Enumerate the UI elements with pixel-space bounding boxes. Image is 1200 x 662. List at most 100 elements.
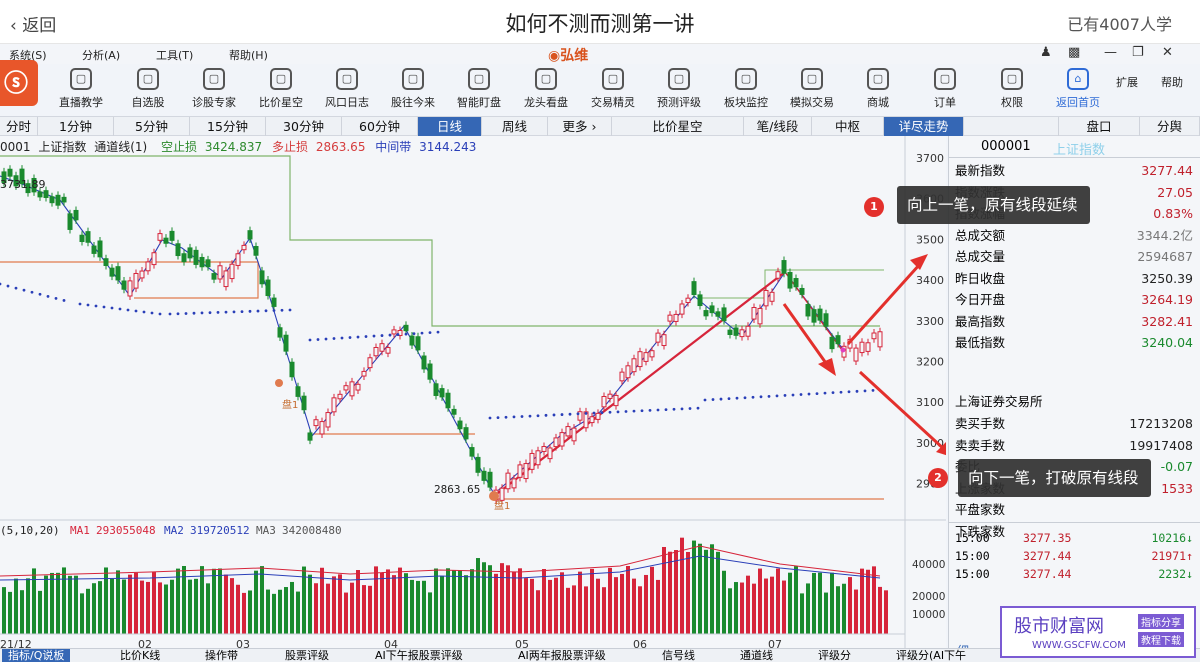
close-icon[interactable]: ✕ <box>1162 45 1173 60</box>
bottom-tab-1[interactable]: 比价K线 <box>120 649 161 662</box>
date-tick-5: 06 <box>633 638 647 651</box>
candle-body <box>667 314 673 322</box>
toolbar-label-5: 股往今来 <box>391 96 435 109</box>
candle-body <box>703 310 709 317</box>
candle-body <box>163 237 169 244</box>
bottom-tab-0[interactable]: 指标/Q说板 <box>2 649 71 662</box>
toolbar-label-3: 比价星空 <box>259 96 303 109</box>
toolbar-item-6[interactable]: ▢ 智能盯盘 <box>446 68 512 110</box>
volume-bar <box>104 567 108 634</box>
volume-bar <box>344 592 348 634</box>
menu-tools[interactable]: 工具(T) <box>156 49 194 62</box>
period-tab-2[interactable]: 5分钟 <box>114 117 190 136</box>
period-tab-8[interactable]: 更多 › <box>548 117 612 136</box>
restore-icon[interactable]: ❐ <box>1132 45 1144 60</box>
period-tab-12[interactable]: 详尽走势 <box>884 117 964 136</box>
period-tab-0[interactable]: 分时 <box>0 117 38 136</box>
candlestick-chart[interactable]: 3731.89 2863.65 盘1 盘1 370036003500340033… <box>0 136 946 662</box>
menu-help[interactable]: 帮助(H) <box>229 49 268 62</box>
toolbar-item-15[interactable]: ⌂ 返回首页 <box>1045 68 1111 110</box>
channel-dot <box>648 408 652 412</box>
menu-analysis[interactable]: 分析(A) <box>82 49 121 62</box>
expand-button[interactable]: 扩展 <box>1116 76 1138 89</box>
candle-body <box>619 371 625 382</box>
tab-breakdown[interactable]: 分舆 <box>1140 117 1200 136</box>
bottom-tab-6[interactable]: 信号线 <box>662 649 695 662</box>
period-tab-5[interactable]: 60分钟 <box>342 117 418 136</box>
toolbar-item-4[interactable]: ▢ 风口日志 <box>314 68 380 110</box>
bottom-tab-9[interactable]: 评级分(AI下午 <box>896 649 967 662</box>
period-tab-7[interactable]: 周线 <box>482 117 548 136</box>
kline-chart-pane[interactable]: 0001 上证指数 通道线(1) 空止损 3424.837 多止损 2863.6… <box>0 136 946 662</box>
toolbar-icon-9: ▢ <box>668 68 690 90</box>
candle-body <box>115 266 121 281</box>
toolbar-item-14[interactable]: ▢ 权限 <box>979 68 1045 110</box>
channel-dot <box>216 311 220 314</box>
toolbar-item-1[interactable]: ▢ 自选股 <box>115 68 181 110</box>
quote-row-label: 昨日收盘 <box>955 270 1006 286</box>
bottom-tab-4[interactable]: AI下午报股票评级 <box>375 649 463 662</box>
minimize-icon[interactable]: — <box>1104 45 1117 60</box>
bottom-tab-2[interactable]: 操作带 <box>205 649 238 662</box>
channel-dot <box>0 282 2 286</box>
candle-body <box>331 397 337 413</box>
candle-body <box>595 412 601 420</box>
callout-1: 向上一笔，原有线段延续 <box>897 186 1090 224</box>
early-low-marker <box>275 379 283 387</box>
quote-row-value: 3240.04 <box>1141 335 1193 350</box>
candle-body <box>685 297 691 304</box>
toolbar-item-8[interactable]: ▢ 交易精灵 <box>580 68 646 110</box>
tick-volume: 10216 <box>1151 531 1187 545</box>
toolbar-item-3[interactable]: ▢ 比价星空 <box>248 68 314 110</box>
volume-bar <box>482 562 486 634</box>
channel-dot <box>150 311 154 315</box>
volume-bar <box>542 568 546 634</box>
toolbar-item-2[interactable]: ▢ 诊股专家 <box>181 68 247 110</box>
ma1-value: 293055048 <box>96 524 156 537</box>
toolbar-item-10[interactable]: ▢ 板块监控 <box>713 68 779 110</box>
volume-bar <box>806 583 810 634</box>
channel-dot <box>176 312 180 316</box>
period-tab-6[interactable]: 日线 <box>418 117 482 136</box>
candle-body <box>613 394 619 407</box>
toolbar-item-12[interactable]: ▢ 商城 <box>845 68 911 110</box>
back-button[interactable]: ‹ 返回 <box>10 11 56 36</box>
bottom-tab-7[interactable]: 通道线 <box>740 649 773 662</box>
tick-row-2: 15:00 3277.44 2232↓ <box>955 564 1193 585</box>
toolbar-item-11[interactable]: ▢ 模拟交易 <box>779 68 845 110</box>
period-tab-10[interactable]: 笔/线段 <box>744 117 812 136</box>
candle-body <box>427 363 433 380</box>
channel-dot <box>823 391 827 395</box>
toolbar-item-13[interactable]: ▢ 订单 <box>912 68 978 110</box>
period-tab-3[interactable]: 15分钟 <box>190 117 266 136</box>
volume-bar <box>776 568 780 634</box>
toolbar-item-0[interactable]: ▢ 直播教学 <box>48 68 114 110</box>
volume-bar <box>752 583 756 634</box>
bottom-tab-5[interactable]: AI两年报股票评级 <box>518 649 606 662</box>
volume-bar <box>650 566 654 634</box>
period-tab-1[interactable]: 1分钟 <box>38 117 114 136</box>
volume-bar <box>746 575 750 634</box>
tab-order-book[interactable]: 盘口 <box>1058 117 1140 136</box>
trading-app-window: 系统(S) 分析(A) 工具(T) 帮助(H) ◉弘维 ♟ ▩ — ❐ ✕ ⓢ … <box>0 44 1200 662</box>
volume-bar <box>242 592 246 634</box>
channel-dot <box>184 312 188 315</box>
candle-body <box>277 327 283 338</box>
bottom-tab-3[interactable]: 股票评级 <box>285 649 329 662</box>
candle-body <box>649 350 655 358</box>
menu-system[interactable]: 系统(S) <box>9 49 47 62</box>
user-icon[interactable]: ♟ <box>1040 45 1052 60</box>
shirt-icon[interactable]: ▩ <box>1068 45 1081 60</box>
volume-bar <box>56 572 60 634</box>
period-tab-9[interactable]: 比价星空 <box>612 117 744 136</box>
toolbar-item-9[interactable]: ▢ 预测评级 <box>646 68 712 110</box>
help-button[interactable]: 帮助 <box>1161 76 1183 89</box>
bottom-tab-8[interactable]: 评级分 <box>818 649 851 662</box>
volume-bar <box>266 589 270 634</box>
period-tab-4[interactable]: 30分钟 <box>266 117 342 136</box>
quote-row-5: 昨日收盘 3250.39 <box>955 268 1193 289</box>
toolbar-item-7[interactable]: ▢ 龙头看盘 <box>513 68 579 110</box>
volume-bar <box>404 573 408 634</box>
toolbar-item-5[interactable]: ▢ 股往今来 <box>380 68 446 110</box>
period-tab-11[interactable]: 中枢 <box>812 117 884 136</box>
